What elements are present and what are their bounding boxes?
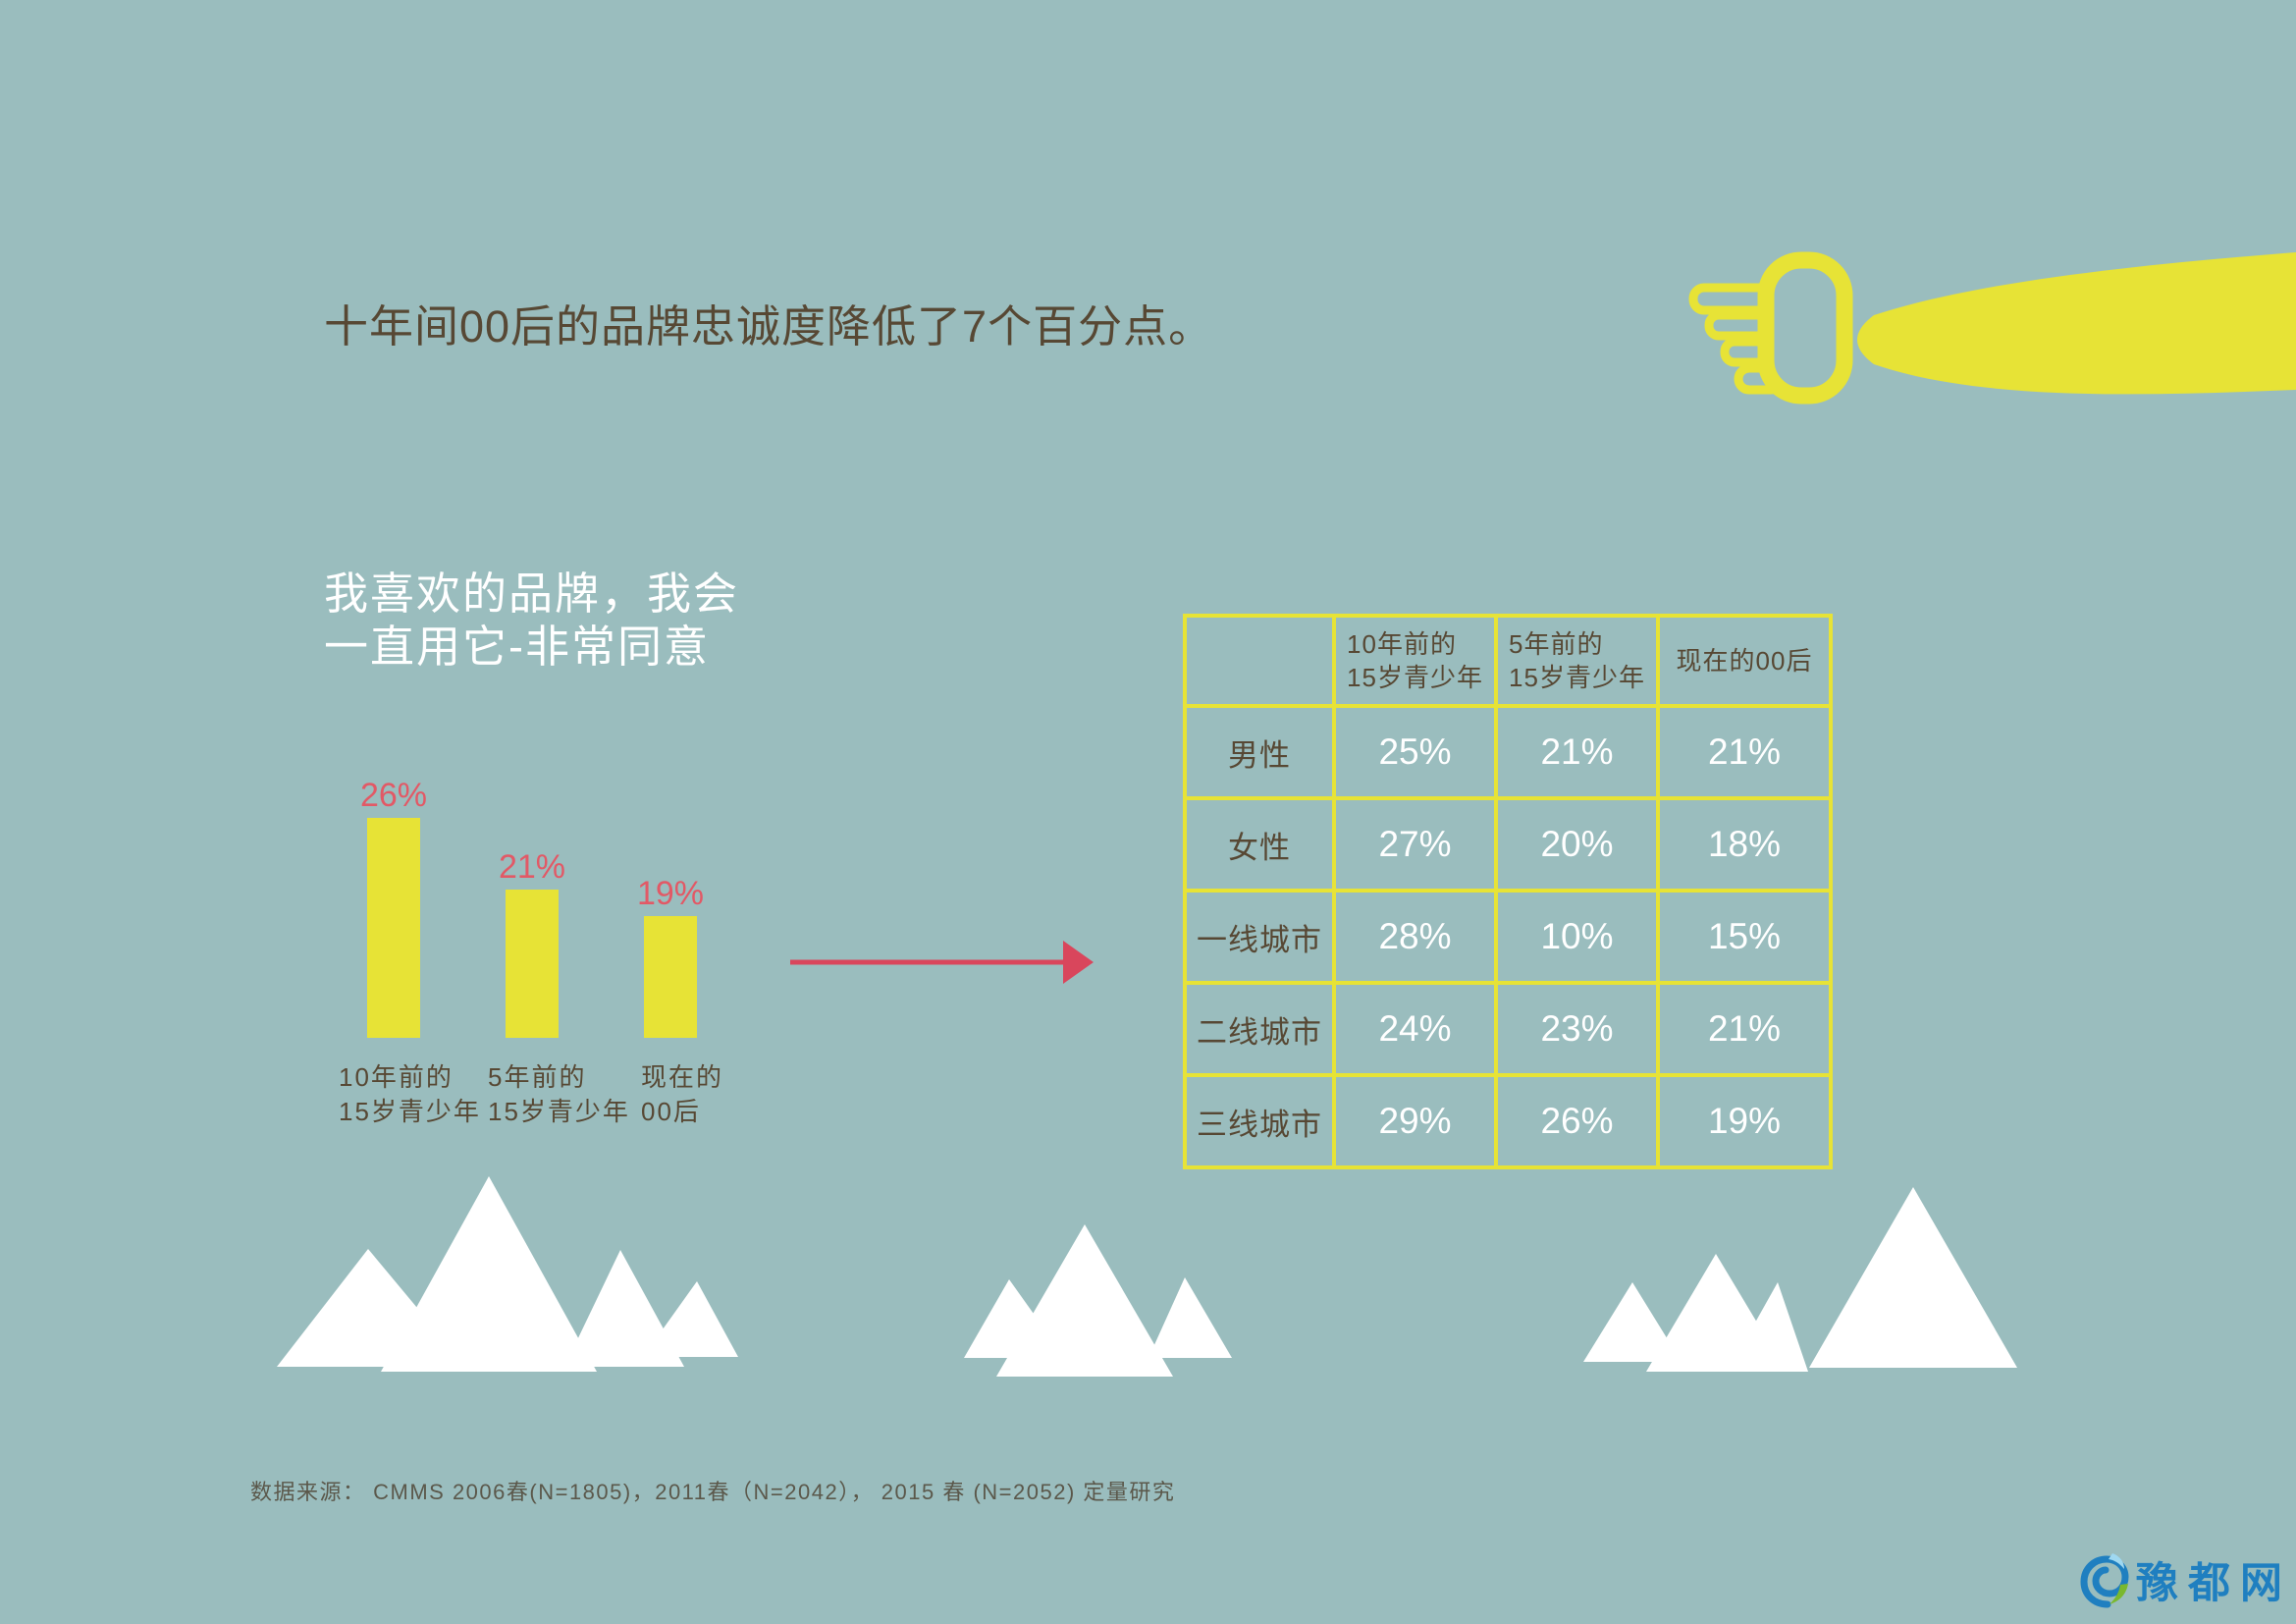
chart-subtitle-line1: 我喜欢的品牌，我会 bbox=[324, 568, 740, 619]
watermark: 豫都网 bbox=[2079, 1549, 2292, 1610]
chart-subtitle-line2: 一直用它-非常同意 bbox=[324, 622, 710, 672]
bar bbox=[367, 818, 420, 1038]
table-column-header: 5年前的 15岁青少年 bbox=[1498, 618, 1656, 704]
table-row-label: 三线城市 bbox=[1187, 1077, 1332, 1165]
table-row-label: 女性 bbox=[1187, 800, 1332, 889]
right-arrow-icon bbox=[790, 941, 1094, 984]
page-title: 十年间00后的品牌忠诚度降低了7个百分点。 bbox=[324, 301, 1214, 352]
table-value-cell: 26% bbox=[1498, 1077, 1656, 1165]
data-table: 10年前的 15岁青少年 5年前的 15岁青少年 现在的00后 男性 25% 21% 21% 女性… bbox=[1183, 614, 1833, 1169]
table-column-header: 现在的00后 bbox=[1660, 618, 1829, 704]
table-value-cell: 29% bbox=[1336, 1077, 1494, 1165]
watermark-site-name: 豫都网 bbox=[2136, 1560, 2292, 1607]
bar-value-label: 21% bbox=[498, 848, 566, 886]
mountain-peaks-left-icon bbox=[277, 1176, 738, 1372]
table-value-cell: 19% bbox=[1660, 1077, 1829, 1165]
table-value-cell: 25% bbox=[1336, 708, 1494, 796]
table-row-label: 一线城市 bbox=[1187, 893, 1332, 981]
table-corner-cell bbox=[1187, 618, 1332, 704]
bar-value-label: 26% bbox=[359, 777, 428, 814]
data-source-note: 数据来源： CMMS 2006春(N=1805)，2011春（N=2042）， … bbox=[250, 1480, 1176, 1504]
table-value-cell: 21% bbox=[1498, 708, 1656, 796]
mountain-peaks-middle-icon bbox=[964, 1224, 1232, 1377]
table-value-cell: 10% bbox=[1498, 893, 1656, 981]
table-value-cell: 21% bbox=[1660, 985, 1829, 1073]
bar bbox=[506, 890, 559, 1038]
bar bbox=[644, 916, 697, 1038]
table-value-cell: 15% bbox=[1660, 893, 1829, 981]
bar-chart: 26% 10年前的 15岁青少年 21% 5年前的 15岁青少年 19% 现在的 00后 bbox=[339, 764, 761, 1137]
pointing-hand-icon bbox=[1688, 251, 2296, 405]
table-value-cell: 23% bbox=[1498, 985, 1656, 1073]
bar-category-label: 5年前的 15岁青少年 bbox=[488, 1062, 630, 1126]
table-column-header: 10年前的 15岁青少年 bbox=[1336, 618, 1494, 704]
table-row-label: 男性 bbox=[1187, 708, 1332, 796]
table-row-label: 二线城市 bbox=[1187, 985, 1332, 1073]
watermark-swirl-logo-icon bbox=[2080, 1553, 2129, 1608]
table-value-cell: 28% bbox=[1336, 893, 1494, 981]
chart-subtitle: 我喜欢的品牌，我会 一直用它-非常同意 bbox=[324, 568, 739, 674]
bar-category-label: 现在的 00后 bbox=[641, 1062, 724, 1126]
table-value-cell: 27% bbox=[1336, 800, 1494, 889]
mountain-peaks-right-icon bbox=[1583, 1187, 2017, 1372]
table-value-cell: 18% bbox=[1660, 800, 1829, 889]
table-value-cell: 21% bbox=[1660, 708, 1829, 796]
bar-value-label: 19% bbox=[636, 875, 705, 912]
table-value-cell: 24% bbox=[1336, 985, 1494, 1073]
bar-category-label: 10年前的 15岁青少年 bbox=[339, 1062, 481, 1126]
table-value-cell: 20% bbox=[1498, 800, 1656, 889]
